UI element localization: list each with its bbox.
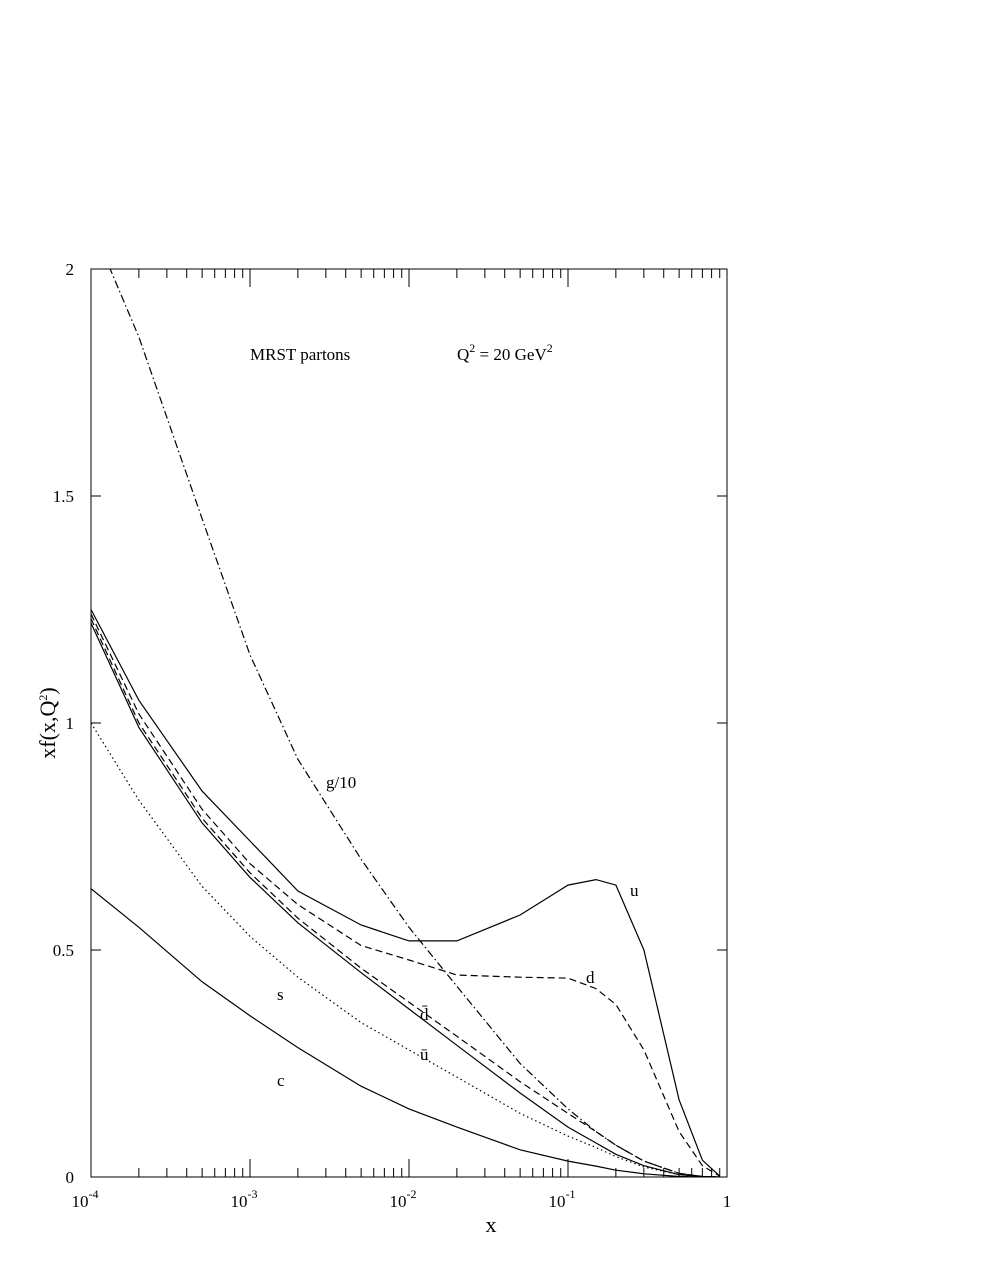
x-axis-label: x — [486, 1212, 497, 1237]
series-line — [109, 269, 720, 1177]
x-tick-label: 10-3 — [231, 1187, 258, 1211]
series-label: d — [586, 968, 595, 987]
x-tick-exp: -4 — [89, 1187, 99, 1201]
x-tick-label: 10-4 — [72, 1187, 99, 1211]
chart-subtitle-sup: 2 — [547, 341, 553, 355]
y-tick-label: 1 — [66, 714, 75, 733]
series-label: c — [277, 1071, 285, 1090]
series-label: g/10 — [326, 773, 356, 792]
x-tick-exp: -3 — [248, 1187, 258, 1201]
x-tick-label: 10-2 — [390, 1187, 417, 1211]
y-tick-label: 1.5 — [53, 487, 74, 506]
x-tick-base: 10 — [390, 1192, 407, 1211]
y-axis-label-part: xf(x,Q — [35, 701, 60, 759]
series-line — [91, 618, 720, 1177]
series-label: s — [277, 985, 284, 1004]
chart-subtitle-part: Q — [457, 345, 469, 364]
chart-subtitle-sup: 2 — [469, 341, 475, 355]
series-line — [91, 609, 721, 1177]
series-label: u — [630, 881, 639, 900]
series-line — [91, 622, 720, 1177]
y-tick-label: 2 — [66, 260, 75, 279]
series-label: ū — [420, 1045, 429, 1064]
x-tick-label: 1 — [723, 1192, 732, 1211]
series-line — [91, 888, 720, 1177]
chart-subtitle-part: = 20 GeV — [475, 345, 547, 364]
x-tick-base: 10 — [72, 1192, 89, 1211]
series-line — [91, 613, 721, 1177]
x-tick-base: 10 — [549, 1192, 566, 1211]
x-tick-base: 10 — [231, 1192, 248, 1211]
plot-area — [91, 269, 721, 1177]
x-tick-exp: -1 — [566, 1187, 576, 1201]
chart-title: MRST partons — [250, 345, 350, 364]
y-tick-label: 0 — [66, 1168, 75, 1187]
x-tick-label: 10-1 — [549, 1187, 576, 1211]
y-axis-label-part: ) — [35, 687, 60, 694]
plot-frame — [90, 268, 728, 1178]
y-axis-label: xf(x,Q2) — [35, 687, 60, 758]
y-tick-label: 0.5 — [53, 941, 74, 960]
chart-subtitle: Q2 = 20 GeV2 — [457, 341, 553, 364]
series-line — [91, 722, 720, 1177]
x-tick-exp: -2 — [407, 1187, 417, 1201]
series-label: d̄ — [420, 1005, 429, 1024]
y-axis-label-sup: 2 — [36, 695, 50, 701]
